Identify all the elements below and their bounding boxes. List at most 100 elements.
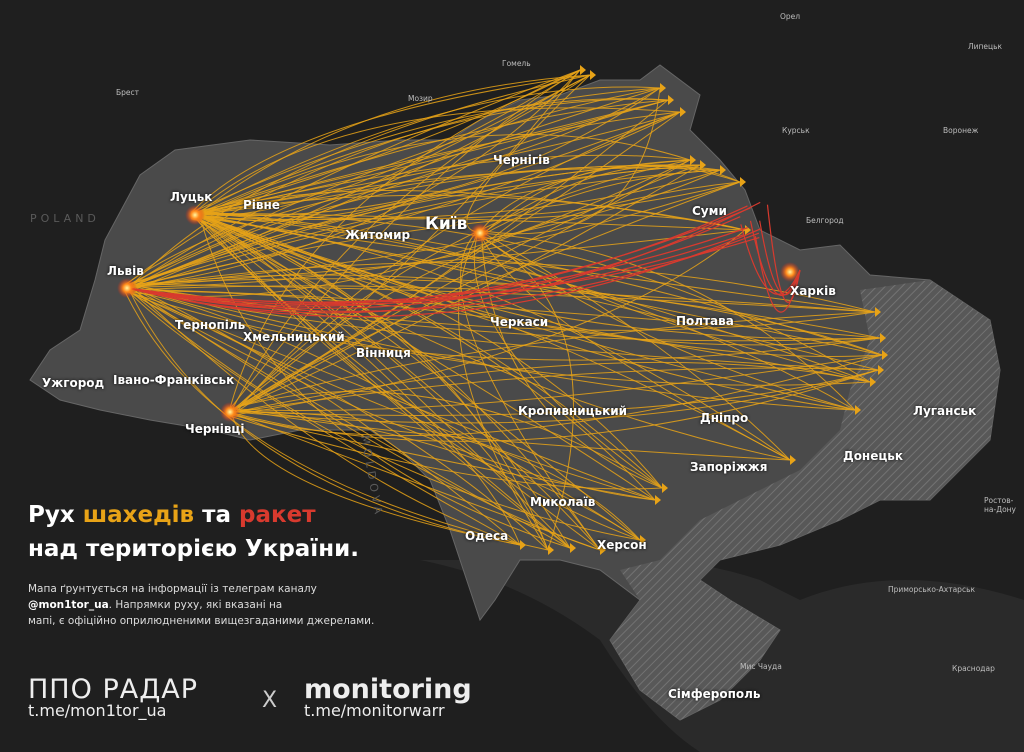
map-description: Мапа ґрунтується на інформації із телегр…: [28, 583, 375, 627]
drone-route: [483, 232, 856, 411]
drone-route: [123, 69, 581, 289]
drone-route: [196, 214, 663, 489]
city-label: Луцьк: [170, 190, 213, 204]
missile-route: [740, 224, 801, 295]
drone-route: [195, 217, 881, 346]
city-label: Львів: [107, 264, 144, 278]
drone-arrow-icon: [870, 377, 876, 387]
drone-route: [196, 215, 856, 411]
drone-route: [122, 287, 549, 551]
drone-route: [232, 367, 879, 414]
country-label-poland: POLAND: [30, 212, 100, 225]
missile-route: [126, 227, 748, 303]
drone-arrow-icon: [878, 365, 884, 375]
drone-route: [191, 74, 591, 213]
drone-arrow-icon: [680, 107, 686, 117]
drone-route: [195, 98, 669, 216]
explosion-icon: [185, 205, 205, 225]
drone-route: [229, 159, 691, 413]
city-label: Чернігів: [493, 153, 550, 167]
drone-route: [460, 230, 601, 551]
drone-route: [130, 285, 876, 313]
drone-route: [192, 134, 691, 220]
drone-route: [195, 218, 601, 551]
drone-route: [125, 87, 661, 286]
city-label: Ужгород: [42, 376, 105, 390]
drone-arrow-icon: [700, 160, 706, 170]
drone-route: [125, 274, 881, 339]
drone-route: [193, 214, 871, 383]
drone-arrow-icon: [790, 455, 796, 465]
brand-monitoring: monitoring t.me/monitorwarr: [304, 674, 472, 720]
missile-route: [754, 236, 801, 313]
brand-link[interactable]: t.me/mon1tor_ua: [28, 701, 167, 720]
drone-route: [232, 369, 879, 442]
drone-route: [226, 69, 581, 415]
city-label: Чернівці: [185, 422, 245, 436]
drone-route: [229, 369, 879, 424]
city-label: Полтава: [676, 314, 734, 328]
drone-route: [122, 99, 669, 291]
drone-route: [193, 86, 661, 215]
drone-route: [477, 234, 574, 551]
drone-route: [191, 98, 669, 214]
channel-handle[interactable]: @mon1tor_ua: [28, 599, 109, 611]
city-label: Луганськ: [913, 404, 977, 418]
drone-route: [230, 391, 663, 489]
drone-route: [126, 74, 591, 291]
drone-route: [229, 164, 701, 412]
drone-route: [129, 165, 721, 286]
drone-route: [128, 74, 591, 285]
drone-arrow-icon: [662, 483, 668, 493]
map-title: Рух шахедів та ракет над територією Укра…: [28, 502, 359, 562]
title-drones: шахедів: [82, 502, 195, 528]
drone-route: [230, 181, 741, 412]
foreign-city-label: Мозир: [408, 94, 433, 103]
city-label: Івано-Франківськ: [113, 373, 235, 387]
brand-link[interactable]: t.me/monitorwarr: [304, 701, 445, 720]
missile-route: [126, 205, 748, 307]
drone-route: [197, 99, 669, 215]
missile-route: [759, 220, 801, 296]
drone-route: [192, 167, 721, 218]
drone-route: [229, 408, 641, 541]
missile-route: [126, 232, 760, 312]
explosion-icon: [117, 278, 137, 298]
drone-route: [476, 232, 856, 411]
drone-route: [129, 284, 521, 546]
foreign-city-label: Белгород: [806, 216, 844, 225]
drone-route: [127, 291, 881, 361]
foreign-city-label: Воронеж: [943, 126, 979, 135]
drone-arrow-icon: [655, 495, 661, 505]
drone-route: [129, 290, 871, 383]
city-label: Донецьк: [843, 449, 903, 463]
drone-route: [476, 228, 791, 461]
foreign-city-label: Гомель: [502, 59, 531, 68]
drone-arrow-icon: [668, 95, 674, 105]
occupied-territory: [610, 280, 1000, 720]
drone-route: [195, 181, 741, 220]
drone-route: [193, 215, 871, 383]
brand-separator: X: [262, 688, 278, 713]
city-label: Одеса: [465, 529, 509, 543]
city-label: Миколаїв: [530, 495, 596, 509]
foreign-city-label: Краснодар: [952, 664, 995, 673]
drone-route: [129, 290, 521, 546]
drone-route: [192, 111, 681, 216]
drone-route: [229, 99, 669, 413]
foreign-city-label: Брест: [116, 88, 140, 97]
foreign-city-label: Ростов-на-Дону: [984, 496, 1016, 514]
drone-arrow-icon: [580, 65, 586, 75]
drone-route: [128, 284, 876, 331]
explosion-icon: [470, 223, 490, 243]
drone-route: [232, 159, 691, 414]
city-label: Вінниця: [356, 346, 411, 360]
foreign-city-label: Мис Чауда: [740, 662, 782, 671]
drone-arrow-icon: [720, 165, 726, 175]
city-label: Запоріжжя: [690, 460, 768, 474]
city-label: Сімферополь: [668, 687, 761, 701]
drone-route: [129, 278, 883, 356]
city-label: Київ: [425, 214, 468, 234]
drone-route: [191, 218, 791, 461]
